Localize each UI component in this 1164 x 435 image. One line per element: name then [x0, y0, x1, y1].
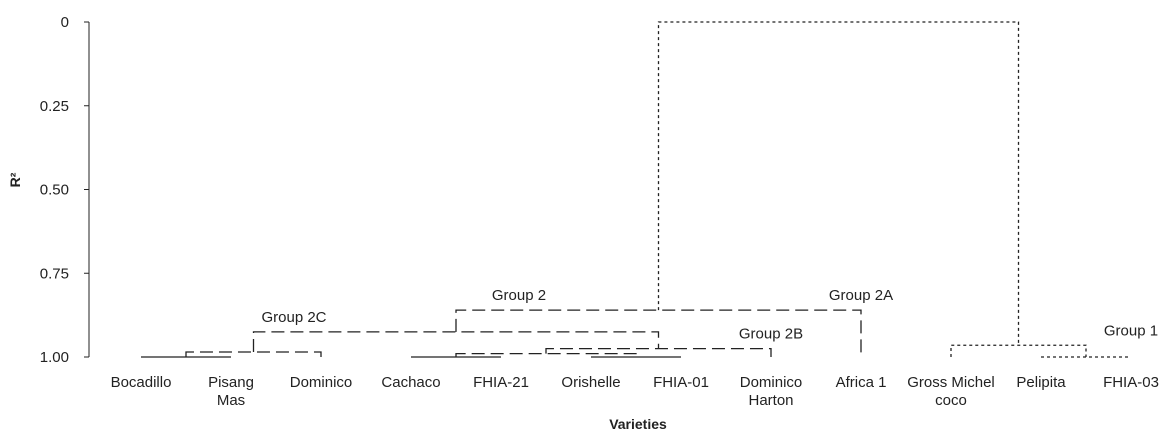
group-label: Group 2C — [261, 309, 326, 326]
dendrogram-link — [252, 331, 660, 352]
dendrogram-link — [950, 344, 1087, 357]
dendrogram-link — [185, 351, 322, 357]
y-tick-label: 0.50 — [40, 182, 69, 199]
leaf-label: Bocadillo — [111, 374, 172, 391]
dendrogram-link — [657, 21, 1020, 346]
y-tick-label: 0.75 — [40, 265, 69, 282]
y-axis: 0 0.25 0.50 0.75 1.00 — [40, 14, 90, 366]
dendrogram-link — [455, 309, 862, 357]
group-label: Group 1 — [1104, 322, 1158, 339]
leaf-label: Mas — [217, 392, 245, 409]
group-label: Group 2A — [829, 287, 893, 304]
leaf-label: FHIA-01 — [653, 374, 709, 391]
x-axis-title: Varieties — [609, 416, 667, 432]
leaf-label: Africa 1 — [836, 374, 887, 391]
leaf-label: Cachaco — [381, 374, 440, 391]
y-tick-label: 1.00 — [40, 349, 69, 366]
leaf-label: Gross Michel — [907, 374, 995, 391]
dendrogram-links — [141, 21, 1131, 358]
leaf-label: Pelipita — [1016, 374, 1066, 391]
leaf-label: Harton — [748, 392, 793, 409]
leaf-label: FHIA-03 — [1103, 374, 1159, 391]
y-tick-label: 0.25 — [40, 98, 69, 115]
group-annotations: Group 2C Group 2 Group 2B Group 2A Group 1 — [261, 287, 1158, 343]
dendrogram-link — [455, 353, 637, 357]
group-label: Group 2 — [492, 287, 546, 304]
leaf-label: FHIA-21 — [473, 374, 529, 391]
leaf-label: Dominico — [290, 374, 353, 391]
y-axis-title: R² — [7, 172, 23, 187]
leaf-label: Orishelle — [561, 374, 620, 391]
group-label: Group 2B — [739, 326, 803, 343]
dendrogram-link — [545, 347, 772, 357]
leaf-label: coco — [935, 392, 967, 409]
leaf-label: Dominico — [740, 374, 803, 391]
leaf-label: Pisang — [208, 374, 254, 391]
y-tick-label: 0 — [61, 14, 69, 31]
